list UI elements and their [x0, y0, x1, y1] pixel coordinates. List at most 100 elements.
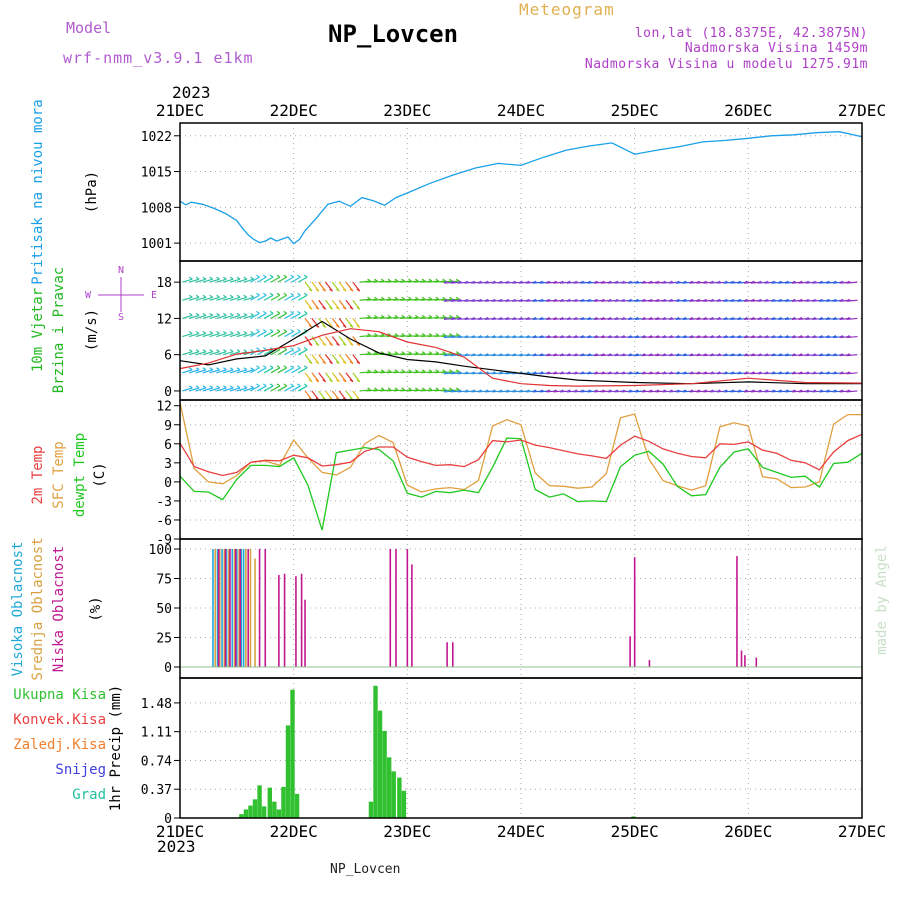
- precip-bar: [391, 771, 396, 818]
- wind-arrow-head: [716, 353, 721, 357]
- wind-arrow-head: [209, 367, 214, 371]
- wind-arrow-head: [408, 278, 412, 282]
- wind-arrow: [771, 281, 783, 284]
- wind-arrow-head: [825, 353, 830, 357]
- wind-arrow: [525, 390, 537, 393]
- wind-arrow: [573, 299, 585, 302]
- wind-arrow-head: [621, 353, 625, 357]
- wind-arrow: [229, 351, 241, 356]
- wind-arrow-head: [236, 331, 241, 335]
- cloud-ytick-label: 0: [164, 661, 172, 676]
- wind-arrow-head: [812, 371, 816, 375]
- wind-arrow: [393, 334, 405, 338]
- wind-arrow-head: [449, 387, 453, 391]
- wind-arrow-head: [202, 367, 207, 371]
- wind-arrow-head: [696, 371, 700, 375]
- wind-arrow-head: [243, 276, 248, 280]
- wind-arrow: [414, 353, 426, 356]
- wind-arrow-head: [757, 353, 762, 357]
- wind-arrow-head: [394, 278, 399, 282]
- wind-arrow-head: [614, 389, 618, 393]
- wind-arrow: [379, 280, 392, 283]
- wind-arrow: [566, 390, 578, 393]
- wind-arrow-head: [236, 312, 241, 316]
- wind-arrow: [359, 389, 371, 392]
- wind-arrow-head: [600, 316, 605, 320]
- wind-arrow-head: [532, 389, 537, 393]
- wind-arrow: [839, 317, 851, 321]
- wind-arrow-head: [322, 379, 327, 383]
- wind-arrow-head: [216, 294, 220, 298]
- wind-arrow: [580, 372, 592, 375]
- wind-arrow: [778, 335, 790, 339]
- wind-arrow: [202, 332, 213, 338]
- wind-arrow: [785, 372, 797, 375]
- wind-arrow-head: [764, 316, 768, 320]
- wind-arrow-head: [449, 333, 453, 337]
- wind-arrow: [675, 335, 688, 339]
- wind-arrow-head: [223, 349, 227, 353]
- wind-arrow: [400, 371, 412, 374]
- wind-arrow: [498, 281, 510, 284]
- wind-arrow: [498, 390, 510, 393]
- wind-arrow: [764, 390, 776, 393]
- wind-arrow: [696, 372, 708, 375]
- wind-arrow-head: [593, 280, 598, 284]
- wind-arrow: [338, 390, 347, 401]
- wind-arrow-head: [269, 365, 274, 369]
- wind-arrow: [689, 372, 701, 375]
- wind-arrow: [546, 299, 558, 302]
- wind-arrow-head: [614, 353, 618, 357]
- wind-arrow-head: [335, 361, 340, 365]
- wind-arrow: [209, 314, 220, 319]
- wind-arrow-head: [825, 316, 830, 320]
- wind-arrow-head: [322, 361, 327, 365]
- wind-arrow: [812, 354, 824, 357]
- wind-arrow: [805, 390, 817, 393]
- wind-arrow: [325, 390, 333, 401]
- wind-arrow-head: [229, 385, 234, 389]
- wind-arrow: [669, 317, 681, 321]
- wind-arrow: [744, 335, 756, 339]
- wind-arrow-head: [716, 280, 721, 284]
- wind-arrow: [243, 332, 254, 338]
- wind-arrow-head: [661, 371, 666, 375]
- wind-arrow: [594, 299, 606, 302]
- wind-arrow-head: [689, 280, 693, 284]
- wind-arrow-head: [682, 389, 687, 393]
- wind-arrow: [195, 278, 207, 283]
- x-label-top: 22DEC: [270, 101, 318, 120]
- wind-arrow: [614, 335, 626, 339]
- wind-arrow-head: [723, 335, 728, 339]
- wind-arrow: [331, 372, 340, 383]
- wind-arrow-head: [750, 298, 755, 302]
- wind-arrow-head: [764, 335, 768, 339]
- wind-arrow: [696, 335, 708, 339]
- wind-arrow: [318, 372, 327, 383]
- wind-arrow-head: [442, 314, 446, 318]
- wind-arrow-head: [262, 347, 267, 351]
- compass-west-label: W: [85, 290, 92, 301]
- wind-arrow: [750, 354, 763, 357]
- wind-arrow-head: [832, 298, 837, 302]
- wind-arrow-head: [743, 280, 748, 284]
- wind-title-1: 10m Vjetar: [30, 288, 46, 372]
- wind-arrow-head: [335, 306, 340, 310]
- wind-arrow-head: [408, 296, 412, 300]
- wind-unit: (m/s): [84, 309, 100, 351]
- wind-arrow: [270, 385, 281, 392]
- wind-arrow: [703, 317, 715, 321]
- wind-arrow: [757, 317, 769, 321]
- wind-arrow: [263, 312, 274, 319]
- wind-arrow: [386, 298, 398, 301]
- wind-arrow-head: [380, 369, 385, 373]
- wind-arrow-head: [349, 361, 354, 365]
- wind-arrow-head: [250, 385, 254, 389]
- wind-arrow: [641, 317, 653, 321]
- wind-arrow-head: [593, 335, 598, 339]
- wind-arrow-head: [290, 383, 294, 387]
- wind-arrow-head: [455, 369, 460, 373]
- wind-arrow: [484, 354, 497, 357]
- wind-arrow-head: [812, 335, 816, 339]
- wind-arrow: [539, 281, 551, 284]
